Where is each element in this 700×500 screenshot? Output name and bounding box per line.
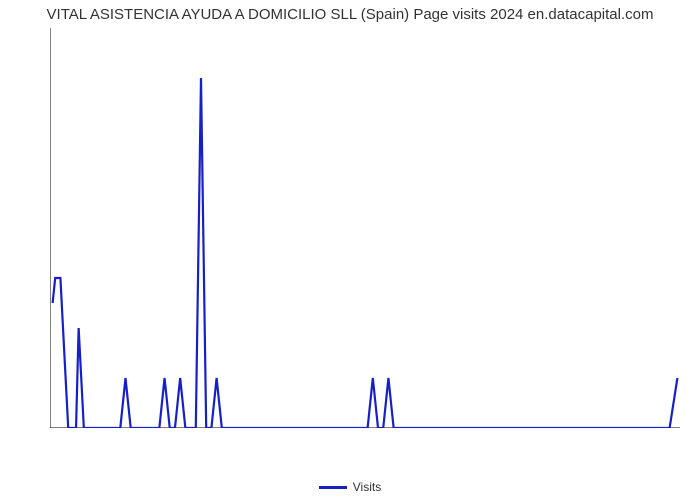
legend-swatch xyxy=(319,486,347,489)
chart-plot: 012345678 201220132014201520162017201820… xyxy=(50,28,680,428)
legend-label: Visits xyxy=(353,480,381,494)
visits-line xyxy=(53,78,678,428)
legend: Visits xyxy=(0,480,700,494)
chart-title: VITAL ASISTENCIA AYUDA A DOMICILIO SLL (… xyxy=(0,6,700,23)
